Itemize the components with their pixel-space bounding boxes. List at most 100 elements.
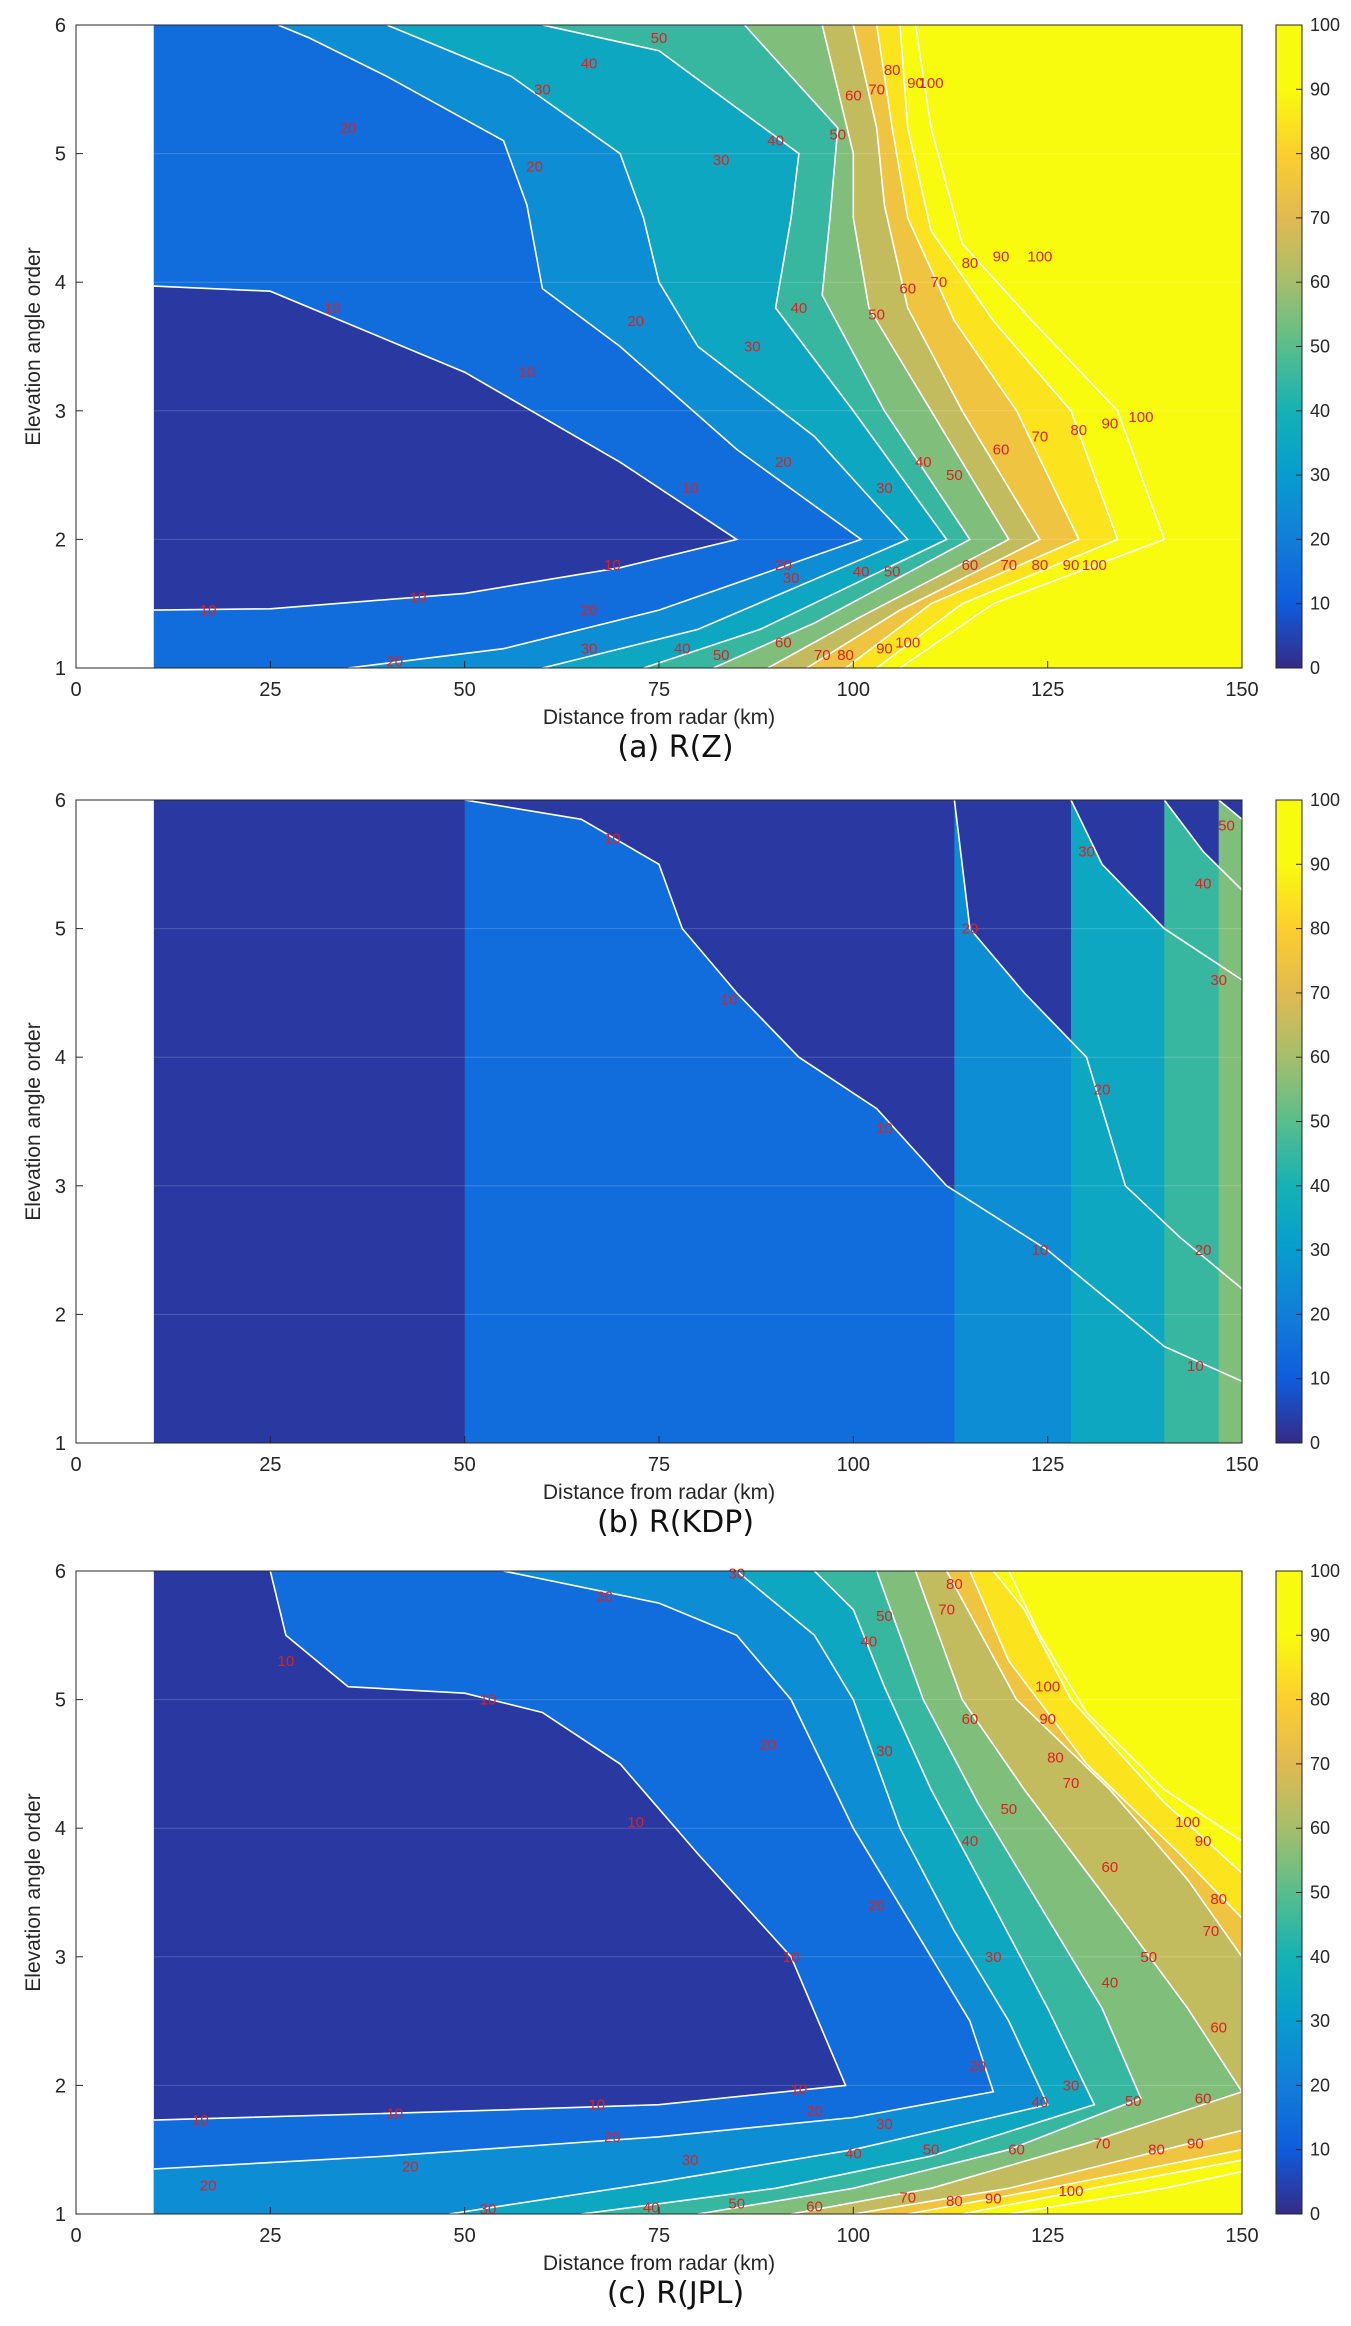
x-tick-label: 100 — [837, 679, 870, 701]
contour-label: 60 — [993, 441, 1010, 458]
contour-label: 100 — [1058, 2183, 1083, 2200]
contour-label: 10 — [480, 1692, 497, 1709]
x-axis-label: Distance from radar (km) — [543, 2252, 775, 2275]
colorbar-label: NE — [1349, 1111, 1351, 1132]
contour-label: 30 — [713, 152, 730, 169]
contour-label: 10 — [192, 2112, 209, 2129]
contour-label: 10 — [278, 1653, 295, 1670]
x-tick-label: 50 — [454, 2225, 476, 2247]
y-tick-label: 2 — [55, 1304, 66, 1326]
x-tick-label: 100 — [837, 2225, 870, 2247]
contour-label: 80 — [1032, 557, 1049, 574]
contour-label: 70 — [1203, 1923, 1220, 1940]
contour-label: 100 — [895, 634, 920, 651]
y-tick-label: 5 — [55, 919, 66, 941]
x-axis-label: Distance from radar (km) — [543, 1481, 775, 1504]
colorbar-tick-label: 60 — [1310, 1818, 1330, 1838]
contour-label: 50 — [923, 2142, 940, 2159]
contour-label: 60 — [806, 2198, 823, 2215]
colorbar-tick-label: 30 — [1310, 1240, 1330, 1260]
contour-label: 20 — [868, 1897, 885, 1914]
contour-label: 60 — [1008, 2142, 1025, 2159]
contour-line-60 — [790, 1571, 1243, 2214]
contour-label: 50 — [1140, 1949, 1157, 1966]
contour-label: 20 — [526, 158, 543, 175]
contour-label: 40 — [767, 133, 784, 150]
caption-b: (b) R(KDP) — [596, 1505, 755, 1540]
contour-line-60 — [767, 25, 1010, 668]
contour-label: 20 — [402, 2158, 419, 2175]
contour-line-40 — [581, 1571, 1096, 2214]
x-tick-label: 75 — [648, 679, 670, 701]
contour-label: 50 — [884, 564, 901, 581]
contour-label: 90 — [876, 641, 893, 658]
colorbar-tick-label: 80 — [1310, 144, 1330, 164]
contour-label: 10 — [1187, 1358, 1204, 1375]
contour-label: 70 — [1032, 429, 1049, 446]
contour-label: 60 — [962, 557, 979, 574]
contour-label: 50 — [1000, 1801, 1017, 1818]
contour-label: 20 — [386, 654, 403, 671]
contour-label: 60 — [1102, 1859, 1119, 1876]
contour-label: 10 — [791, 2081, 808, 2098]
y-axis-label: Elevation angle order — [22, 1022, 45, 1220]
contour-label: 100 — [1082, 557, 1107, 574]
y-tick-label: 6 — [55, 1561, 66, 1583]
contour-label: 20 — [596, 1589, 613, 1606]
contour-label: 50 — [651, 30, 668, 47]
contour-label: 70 — [1094, 2135, 1111, 2152]
contour-line-70 — [806, 25, 1042, 668]
contour-label: 30 — [876, 1743, 893, 1760]
contour-label: 20 — [759, 1737, 776, 1754]
caption-c: (c) R(JPL) — [606, 2276, 745, 2311]
contour-label: 80 — [884, 62, 901, 79]
contour-label: 30 — [1078, 843, 1095, 860]
panel-c: 10 10 10 10 10 10 10 10 20 20 20 20 20 20 20 20 30 30 30 30… — [0, 1546, 1351, 2326]
colorbar-tick-label: 50 — [1310, 337, 1330, 357]
contour-label: 40 — [1102, 1975, 1119, 1992]
colorbar-tick-label: 70 — [1310, 983, 1330, 1003]
contour-label: 40 — [674, 641, 691, 658]
colorbar-tick-label: 30 — [1310, 465, 1330, 485]
contour-label: 20 — [969, 2058, 986, 2075]
contour-label: 10 — [721, 991, 738, 1008]
contour-label: 40 — [581, 56, 598, 73]
panel-b: 10 10 10 10 10 20 20 20 30 30 40 50 0 25 50 75 100 125 150… — [0, 775, 1351, 1555]
contour-label: 30 — [876, 480, 893, 497]
colorbar-tick-label: 30 — [1310, 2011, 1330, 2031]
contour-label: 80 — [1047, 1749, 1064, 1766]
contour-label: 20 — [200, 2178, 217, 2195]
colorbar-tick-label: 60 — [1310, 272, 1330, 292]
contour-band-50 — [1218, 800, 1242, 1443]
contour-label: 20 — [340, 120, 357, 137]
contour-line-80 — [845, 25, 1080, 668]
colorbar-tick-label: 40 — [1310, 1176, 1330, 1196]
x-tick-label: 75 — [648, 1454, 670, 1476]
contour-label: 90 — [1195, 1833, 1212, 1850]
contour-label: 20 — [806, 2103, 823, 2120]
contour-label: 30 — [876, 2116, 893, 2133]
colorbar-tick-label: 0 — [1310, 658, 1320, 678]
y-tick-label: 2 — [55, 529, 66, 551]
contour-label: 50 — [1125, 2093, 1142, 2110]
colorbar-tick-label: 50 — [1310, 1112, 1330, 1132]
colorbar-tick-label: 50 — [1310, 1883, 1330, 1903]
contour-line-20 — [277, 25, 863, 668]
colorbar-tick-label: 100 — [1310, 15, 1340, 35]
y-tick-label: 3 — [55, 1947, 66, 1969]
x-tick-label: 150 — [1225, 2225, 1258, 2247]
contour-label: 40 — [861, 1634, 878, 1651]
contour-label: 40 — [915, 454, 932, 471]
contour-line-80 — [907, 1571, 1243, 2214]
contour-label: 50 — [876, 1608, 893, 1625]
colorbar-tick-label: 80 — [1310, 919, 1330, 939]
colorbar-tick-label: 10 — [1310, 1369, 1330, 1389]
contour-label: 70 — [938, 1602, 955, 1619]
contour-label: 10 — [604, 557, 621, 574]
contour-line-40 — [1163, 800, 1243, 891]
contour-label: 70 — [930, 274, 947, 291]
contour-line-10 — [153, 1571, 847, 2121]
contour-band-100 — [899, 25, 1242, 668]
contour-line-90 — [962, 1571, 1243, 2214]
